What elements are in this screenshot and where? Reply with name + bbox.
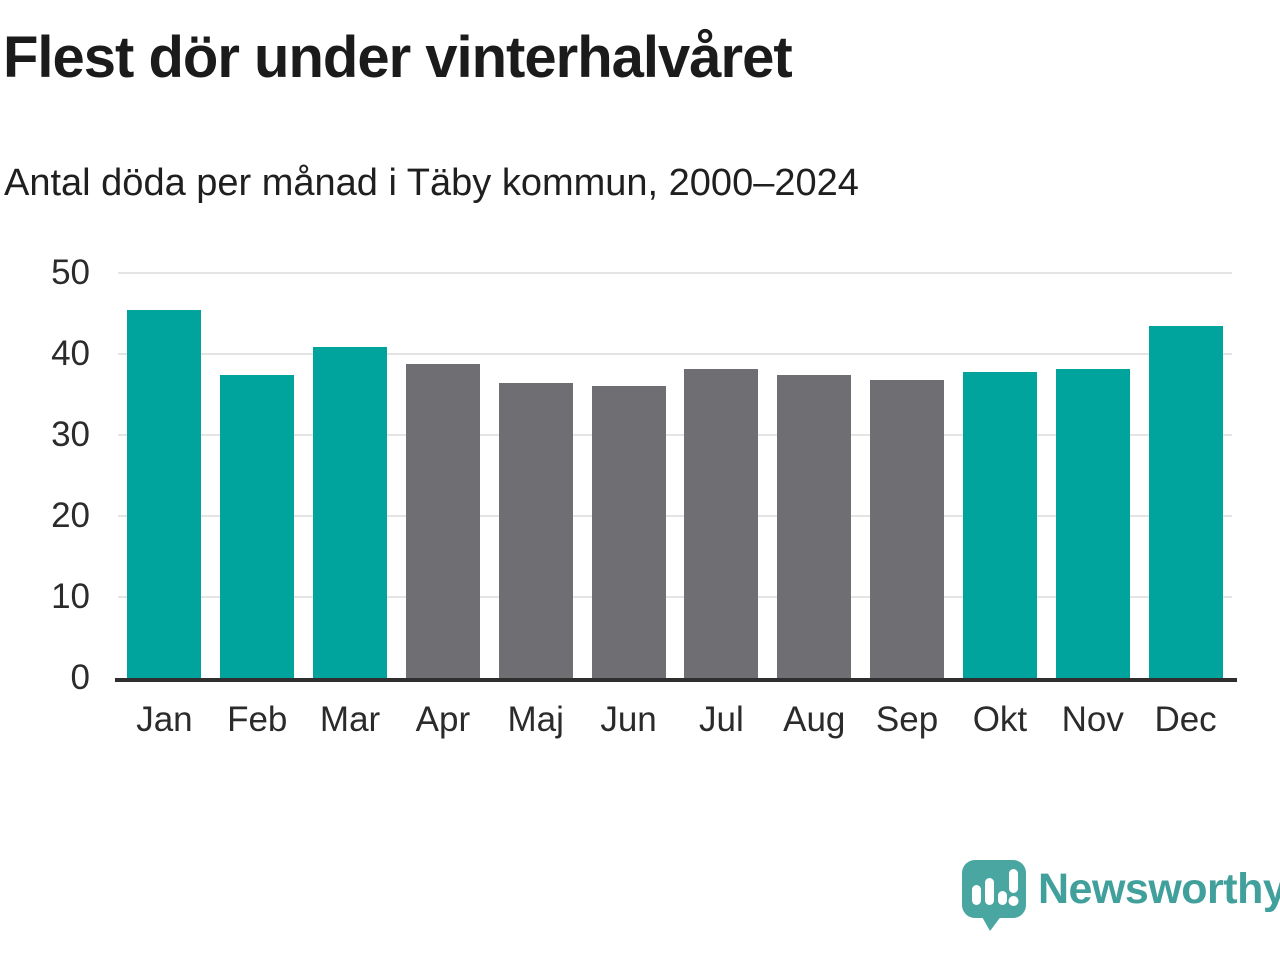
x-axis-line [115,678,1237,682]
bar-okt [962,371,1037,678]
gridline-30 [118,434,1232,436]
bar-apr [405,363,480,678]
bar-feb [220,375,295,678]
y-axis: 0 10 20 30 40 50 [0,253,90,697]
bar-sep [870,379,945,678]
y-tick-label-10: 10 [51,577,90,616]
x-tick-label-dec: Dec [1154,700,1217,739]
y-tick-label-30: 30 [51,415,90,454]
gridline-50 [118,272,1232,274]
x-tick-label-jan: Jan [136,700,193,739]
newsworthy-wordmark: Newsworthy [1038,865,1280,913]
gridline-20 [118,515,1232,517]
bar-nov [1055,368,1130,678]
x-tick-label-nov: Nov [1061,700,1124,739]
x-tick-label-jul: Jul [699,700,744,739]
bar-jul [684,369,759,678]
x-tick-label-apr: Apr [415,700,471,739]
bar-dec [1148,325,1223,678]
x-tick-label-okt: Okt [972,700,1028,739]
bar-jan [127,310,202,678]
plot-area: Jan Feb Mar Apr Maj Jun Jul Aug Sep Okt Nov Dec [115,272,1237,739]
newsworthy-bubble-chart-icon [962,860,1026,931]
bar-jun [591,386,666,678]
bar-aug [777,375,852,678]
x-tick-label-sep: Sep [875,700,939,739]
y-tick-label-20: 20 [51,496,90,535]
gridline-40 [118,353,1232,355]
y-tick-label-0: 0 [70,658,90,697]
y-tick-label-50: 50 [51,253,90,292]
x-tick-label-feb: Feb [227,700,288,739]
x-tick-label-mar: Mar [319,700,381,739]
x-tick-label-jun: Jun [600,700,657,739]
x-tick-label-maj: Maj [507,700,564,739]
x-tick-label-aug: Aug [783,700,846,739]
bar-maj [498,383,573,678]
bar-mar [313,346,388,678]
chart-subtitle: Antal döda per månad i Täby kommun, 2000… [4,162,859,204]
y-tick-label-40: 40 [51,334,90,373]
chart-title: Flest dör under vinterhalvåret [3,25,793,90]
gridline-10 [118,596,1232,598]
newsworthy-logo: Newsworthy [962,860,1280,932]
